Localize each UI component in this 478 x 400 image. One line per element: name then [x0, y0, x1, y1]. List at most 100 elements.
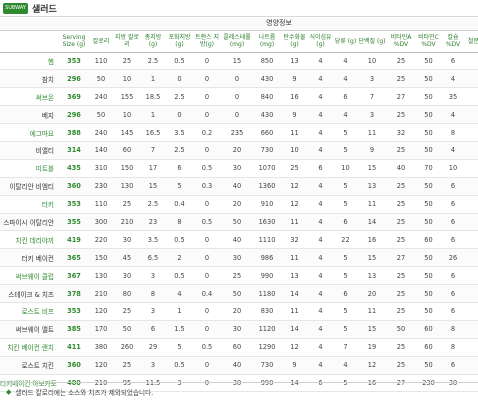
table-cell: 3.5 [140, 230, 166, 250]
table-cell: 25 [221, 266, 253, 286]
menu-item-name: 베지 [0, 105, 60, 125]
table-cell: 120 [88, 302, 114, 321]
table-cell: 11 [358, 302, 386, 321]
table-cell: 2 [166, 248, 193, 268]
table-cell: 4 [308, 266, 333, 286]
table-cell: 5 [166, 177, 193, 196]
table-cell: 353 [60, 302, 88, 321]
table-cell: 8 [465, 266, 478, 286]
table-cell: 360 [60, 356, 88, 375]
table-cell: 130 [88, 266, 114, 286]
table-cell: 353 [60, 195, 88, 214]
table-cell: 25 [114, 356, 140, 375]
table-cell: 50 [88, 105, 114, 125]
table-row: 치킨 데리야끼 419 220 30 3.5 0.5 0 40 1110 32 4 22 16 25 60 6… [0, 230, 478, 250]
table-cell: 3 [140, 356, 166, 375]
column-header: 지방 칼로리 [114, 30, 140, 53]
table-cell: 25 [386, 105, 416, 125]
table-cell: 7 [358, 87, 386, 107]
table-cell: 50 [416, 123, 441, 142]
table-cell: 6 [441, 284, 465, 303]
menu-item-name: 써브온 [0, 87, 60, 107]
table-cell: 314 [60, 141, 88, 160]
table-cell: 385 [60, 320, 88, 339]
table-cell: 0.4 [166, 195, 193, 214]
table-cell: 50 [221, 284, 253, 303]
header-name-spacer [0, 30, 60, 53]
table-cell: 9 [281, 105, 308, 125]
table-cell: 8 [166, 213, 193, 232]
nutrition-table-container: 영양정보 Serving Size (g) 칼로리 지방 칼로리 총지방 (g) 포화지… [0, 18, 478, 393]
table-cell: 8 [465, 177, 478, 196]
table-cell: 7 [333, 338, 358, 357]
menu-item-name: 미트볼 [0, 159, 60, 178]
page-header: SUBWAY 샐러드 [0, 0, 478, 17]
table-cell: 20 [221, 141, 253, 160]
table-cell: 210 [88, 284, 114, 303]
table-cell: 9 [281, 356, 308, 375]
nutrition-band-label: 영양정보 [60, 18, 478, 31]
table-cell: 30 [114, 230, 140, 250]
table-cell: 6 [441, 302, 465, 321]
table-cell: 2.5 [166, 141, 193, 160]
table-cell: 4 [333, 69, 358, 89]
table-cell: 27 [386, 87, 416, 107]
table-cell: 15 [358, 320, 386, 339]
table-cell: 60 [221, 338, 253, 357]
table-row: 로스트 비프3531202531020830114511255068 [0, 302, 478, 321]
table-cell: 120 [88, 356, 114, 375]
table-row: 치킨 베이컨 랜치 411 380 260 29 5 0.5 60 1290 12 4 7 19 25 60… [0, 338, 478, 357]
table-cell: 25 [114, 195, 140, 214]
table-cell: 25 [386, 195, 416, 214]
table-cell: 1110 [253, 230, 281, 250]
column-header: 철분 %DV [465, 30, 478, 53]
table-cell: 12 [358, 356, 386, 375]
table-cell: 0.4 [193, 284, 221, 303]
table-cell: 3 [358, 69, 386, 89]
table-cell: 4 [308, 302, 333, 321]
table-cell: 0 [221, 69, 253, 89]
table-cell: 3 [140, 302, 166, 321]
table-cell: 8 [465, 302, 478, 321]
table-row: 스테이크 & 치즈37821080840.4501180144620255061… [0, 284, 478, 303]
table-cell: 35 [441, 87, 465, 107]
table-cell: 4 [308, 195, 333, 214]
table-cell: 11 [281, 248, 308, 268]
table-cell: 1 [140, 105, 166, 125]
table-cell: 8 [465, 320, 478, 339]
table-cell: 0.5 [166, 356, 193, 375]
table-cell: 0 [193, 356, 221, 375]
table-cell: 220 [88, 230, 114, 250]
table-cell: 50 [416, 248, 441, 268]
column-header: 칼로리 [88, 30, 114, 53]
table-cell: 25 [386, 69, 416, 89]
table-cell: 4 [308, 213, 333, 232]
table-cell: 19 [358, 338, 386, 357]
table-cell: 15 [358, 159, 386, 178]
table-cell: 4 [308, 356, 333, 375]
table-cell: 730 [253, 356, 281, 375]
table-cell: 50 [114, 320, 140, 339]
column-header: 포화지방 (g) [166, 30, 193, 53]
table-cell: 4 [308, 105, 333, 125]
table-cell: 29 [140, 338, 166, 357]
table-cell: 25 [386, 356, 416, 375]
table-cell: 50 [221, 213, 253, 232]
table-cell: 40 [221, 230, 253, 250]
table-cell: 0 [193, 320, 221, 339]
table-cell: 0 [193, 302, 221, 321]
table-cell: 260 [114, 338, 140, 357]
menu-item-name: 터키 베이컨 [0, 248, 60, 268]
nutrition-table: 영양정보 Serving Size (g) 칼로리 지방 칼로리 총지방 (g) 포화지… [0, 18, 478, 393]
page-title: 샐러드 [32, 4, 57, 15]
table-cell: 8 [465, 141, 478, 160]
table-cell: 25 [386, 266, 416, 286]
table-cell: 20 [221, 302, 253, 321]
table-cell: 15 [465, 159, 478, 178]
table-cell: 7 [140, 141, 166, 160]
table-cell: 30 [221, 320, 253, 339]
table-cell: 1.5 [166, 320, 193, 339]
table-cell: 14 [358, 213, 386, 232]
